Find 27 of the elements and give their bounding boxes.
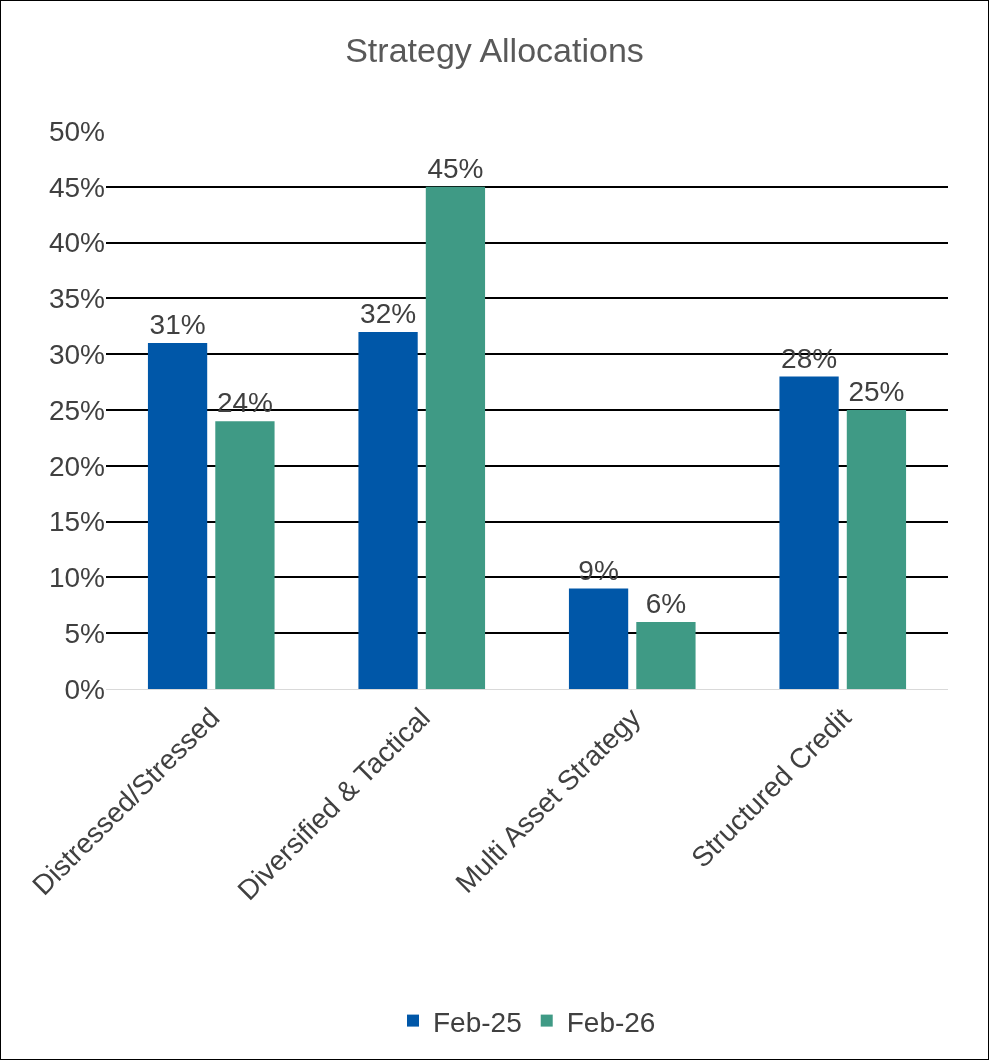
y-tick-label: 20% — [48, 450, 105, 482]
bar — [215, 421, 275, 689]
y-tick-label: 40% — [48, 227, 105, 259]
data-label: 32% — [360, 297, 417, 329]
bar — [846, 410, 907, 689]
y-tick-label: 35% — [48, 283, 105, 315]
bar — [568, 588, 629, 689]
y-tick-label: 0% — [64, 673, 105, 705]
legend-label: Feb-25 — [433, 1006, 522, 1038]
y-tick-label: 10% — [48, 562, 105, 594]
bar — [425, 186, 486, 689]
data-label: 45% — [427, 152, 484, 184]
y-tick-label: 30% — [48, 339, 105, 370]
y-tick-label: 45% — [48, 171, 105, 203]
chart-title: Strategy Allocations — [345, 30, 644, 69]
y-tick-label: 50% — [48, 115, 105, 147]
data-label: 25% — [848, 376, 905, 407]
bar — [636, 622, 696, 689]
legend-label: Feb-26 — [566, 1006, 656, 1038]
data-label: 6% — [645, 588, 687, 620]
y-tick-label: 25% — [48, 394, 105, 426]
bar — [358, 331, 418, 689]
y-tick-label: 5% — [64, 618, 105, 649]
bar — [779, 376, 839, 689]
y-tick-label: 15% — [48, 506, 105, 538]
data-label: 31% — [149, 309, 206, 341]
bar — [147, 343, 208, 689]
